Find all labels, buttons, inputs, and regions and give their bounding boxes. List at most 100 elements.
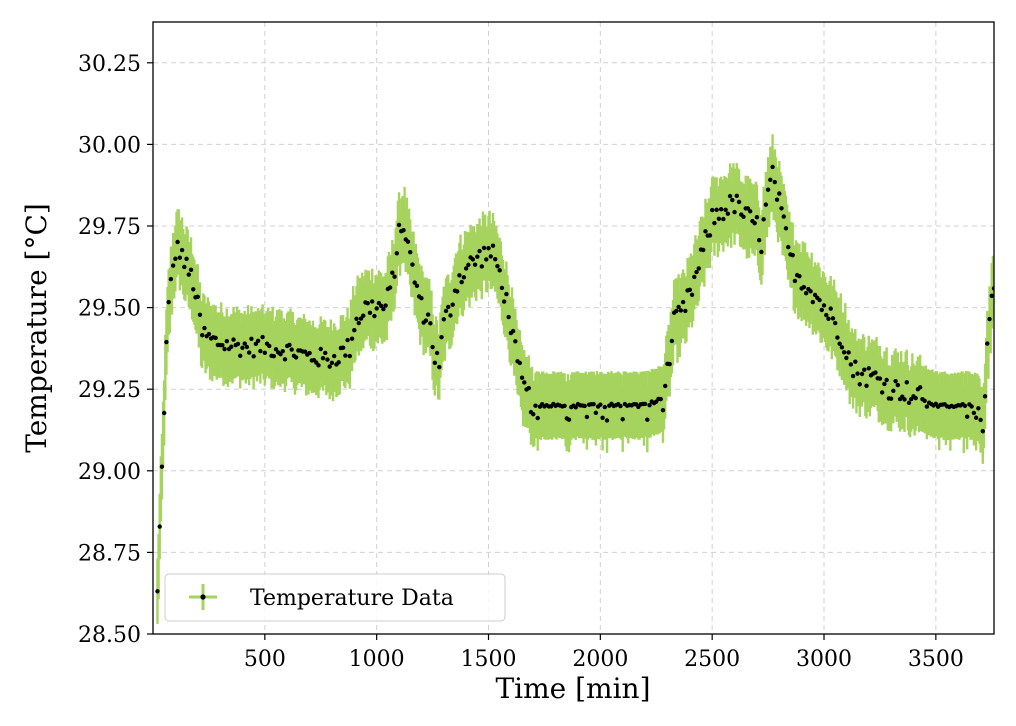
data-point [756,237,762,243]
data-point [768,177,773,183]
data-point [475,254,480,259]
data-point [340,345,346,350]
data-point [184,256,189,262]
data-point [278,352,283,357]
data-point [349,336,355,341]
data-point [696,266,701,271]
data-point [855,371,860,376]
data-point [470,257,476,262]
data-point [267,343,272,349]
data-point [182,264,187,270]
legend-label-temperature-data: Temperature Data [250,586,454,611]
y-tick-label: 29.50 [78,297,141,322]
data-point [824,312,829,318]
data-point [913,395,918,401]
data-point [703,229,708,234]
data-point [754,215,760,220]
data-point [741,214,746,220]
data-point [797,274,802,279]
data-point [660,408,666,413]
data-point [466,262,471,268]
data-point [446,304,451,310]
data-point [488,254,493,259]
data-point [721,216,726,222]
data-point [493,256,498,262]
data-point [985,341,990,346]
data-point [365,300,370,306]
data-point [390,270,395,275]
data-point [222,346,227,352]
data-point [410,262,415,267]
data-point [336,360,341,365]
data-point [428,321,433,326]
series-temperature-data [155,134,994,624]
data-point [331,353,337,359]
data-point [618,403,623,409]
data-point [859,371,865,377]
data-point [260,334,265,340]
y-axis-label: Temperature [°C] [20,203,53,453]
data-point [674,308,679,314]
data-point [323,350,328,356]
data-point [246,350,252,355]
data-point [857,382,862,387]
data-point [224,339,230,344]
data-point [367,310,373,316]
data-point [289,347,294,352]
data-point [354,316,359,321]
data-point [902,397,907,402]
data-point [882,381,887,387]
data-point [531,412,536,417]
data-point [191,287,196,292]
data-point [454,289,460,294]
y-tick-label: 30.25 [78,52,141,77]
data-point [161,410,167,416]
data-point [170,263,176,268]
data-point [667,361,672,367]
data-point [600,415,605,420]
y-axis-ticks: 28.50 28.75 29.00 29.25 29.50 29.75 30.00 30.25 [78,52,153,648]
data-point [506,314,511,320]
data-point [770,164,775,170]
data-point [683,308,688,314]
data-point [414,283,420,288]
data-point [904,380,909,385]
data-point [177,255,183,260]
x-tick-label: 2500 [684,647,740,672]
data-point [779,206,784,211]
data-point [495,263,500,269]
data-point [658,396,663,402]
data-point [188,267,194,273]
data-point [964,414,970,419]
data-point [783,226,789,231]
data-point [173,256,178,261]
data-point [262,350,268,356]
x-tick-label: 1000 [349,647,405,672]
data-point [293,355,299,360]
y-tick-label: 28.75 [78,541,141,566]
x-axis-ticks: 500 1000 1500 2000 2500 3000 3500 [244,634,964,672]
data-point [689,292,695,297]
data-point [604,418,610,423]
data-point [562,403,567,409]
data-point [430,344,435,350]
data-point [229,344,234,349]
data-point [879,390,885,395]
data-point [873,370,878,375]
data-point [759,249,764,255]
data-point [817,297,822,303]
data-point [383,303,388,308]
data-point [723,207,728,212]
data-point [687,287,693,293]
data-point [320,355,326,361]
data-point [598,402,603,407]
data-point [238,353,243,359]
data-point [736,199,742,205]
data-point [519,375,525,380]
data-point [573,405,578,410]
data-point [271,353,276,359]
data-point [419,296,424,301]
data-point [287,342,292,348]
data-point [490,243,496,248]
data-point [792,278,798,284]
